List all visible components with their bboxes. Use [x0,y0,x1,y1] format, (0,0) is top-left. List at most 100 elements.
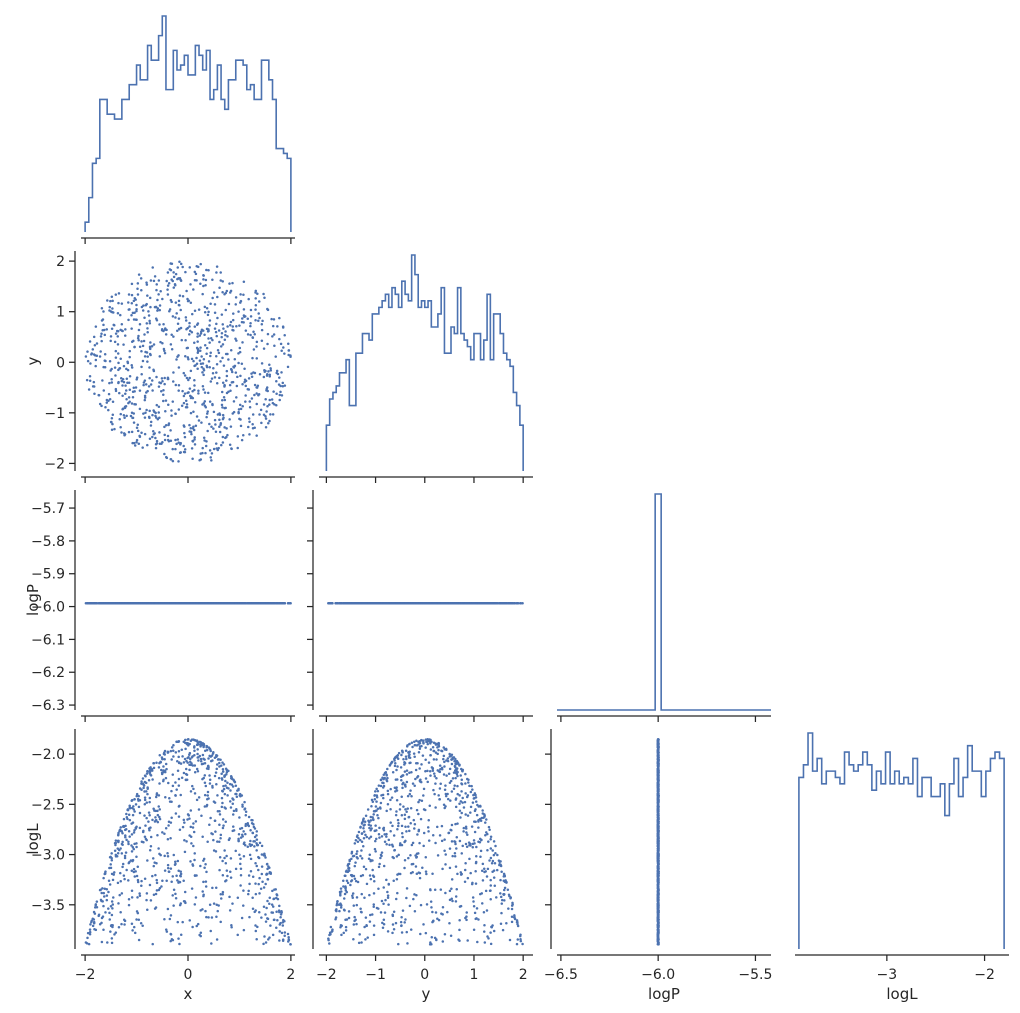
data-point [135,825,138,829]
data-point [91,917,95,921]
data-point [202,776,206,780]
data-point [136,797,140,801]
data-point [480,602,484,605]
data-point [453,852,457,855]
data-point [352,923,356,926]
data-point [210,377,214,380]
data-point [135,426,139,430]
data-point [446,910,449,914]
data-point [255,357,259,360]
data-point [213,303,217,306]
data-point [87,388,91,391]
data-point [202,284,205,288]
data-point [120,379,124,383]
data-point [104,911,107,914]
data-point [265,387,268,391]
data-point [240,916,244,920]
data-point [159,760,162,764]
data-point [209,456,212,459]
data-point [410,771,413,774]
data-point [417,812,420,816]
data-point [146,389,149,393]
data-point [207,329,210,333]
data-point [213,774,217,778]
data-point [251,831,254,835]
data-point [260,421,263,425]
data-point [251,602,254,605]
data-point [265,872,268,876]
data-point [158,887,162,890]
data-point [193,771,197,774]
data-point [351,892,355,895]
data-point [391,931,394,935]
data-point [443,788,447,792]
data-point [202,436,206,440]
data-point [438,787,442,790]
data-point [204,602,208,605]
data-point [422,831,426,835]
data-point [224,291,228,295]
data-point [454,805,458,809]
data-point [283,934,286,937]
data-point [357,830,361,834]
data-point [137,338,140,342]
data-point [103,333,107,337]
data-point [86,931,90,935]
data-point [265,862,269,866]
data-point [350,857,353,861]
data-point [217,351,221,355]
data-point [230,370,234,374]
data-point [100,940,104,944]
data-point [130,799,133,803]
data-point [183,741,187,744]
data-point [400,813,404,817]
data-point [130,430,134,434]
data-point [436,825,439,829]
data-point [282,346,285,349]
data-point [167,781,170,785]
data-point [498,863,501,866]
data-point [221,356,224,360]
data-point [507,907,510,910]
data-point [102,389,106,392]
data-point [162,393,165,396]
data-point [500,602,503,605]
data-point [447,831,451,835]
data-point [170,789,173,793]
data-point [238,827,242,830]
data-point [94,903,98,906]
data-point [377,784,381,787]
data-point [253,393,256,397]
data-point [464,862,467,865]
data-point [137,794,140,798]
data-point [253,910,256,914]
data-point [266,877,269,881]
data-point [270,903,274,906]
data-point [155,862,158,865]
data-point [169,749,173,753]
data-point [244,832,247,836]
data-point [162,778,165,782]
data-point [215,265,219,268]
data-point [458,809,462,812]
data-point [444,863,447,866]
data-point [152,432,155,436]
data-point [360,832,364,835]
data-point [390,796,394,799]
data-point [119,357,122,360]
data-point [154,795,158,799]
data-point [246,845,250,849]
data-point [132,318,136,321]
data-point [275,369,279,373]
data-point [202,373,205,377]
data-point [289,354,292,357]
data-point [264,920,268,923]
data-point [163,433,166,437]
data-point [119,412,122,416]
data-point [121,843,124,847]
data-point [128,860,131,864]
data-point [154,411,157,415]
data-point [486,935,489,938]
data-point [248,420,251,423]
data-point [231,281,234,285]
